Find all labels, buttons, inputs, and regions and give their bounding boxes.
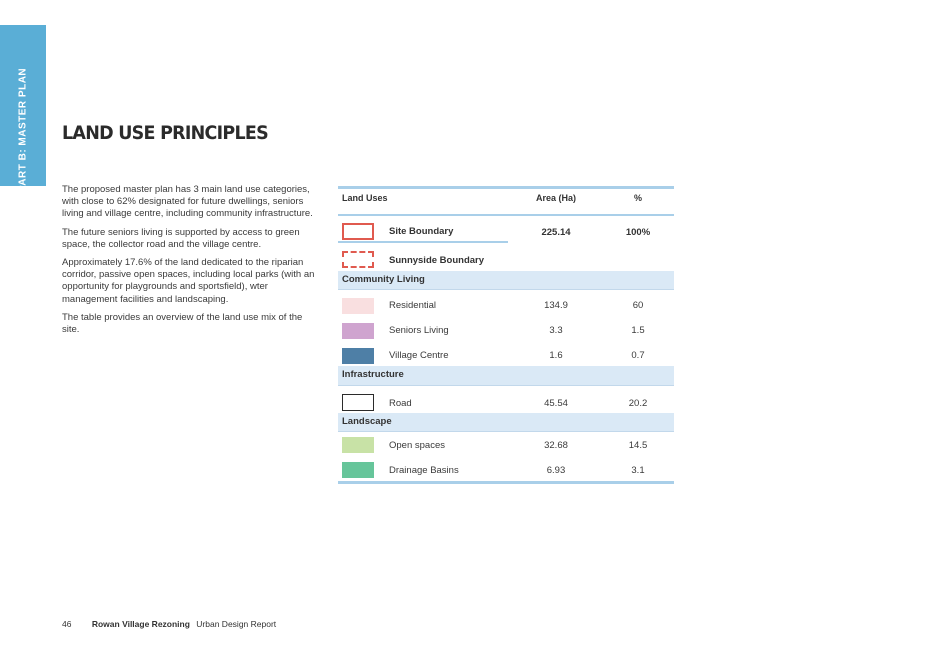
- row-label: Site Boundary: [389, 226, 454, 237]
- row-area: 225.14: [541, 227, 571, 238]
- intro-paragraph: The future seniors living is supported b…: [62, 226, 300, 250]
- row-area: 45.54: [544, 398, 568, 409]
- page-number: 46: [62, 619, 72, 629]
- row-label: Road: [389, 398, 412, 409]
- row-percent: 60: [632, 300, 644, 311]
- table-bottom-rule: [338, 481, 674, 484]
- intro-paragraph: The proposed master plan has 3 main land…: [62, 184, 313, 220]
- row-percent: 0.7: [631, 350, 645, 361]
- site-boundary-swatch: [342, 223, 374, 240]
- section-heading: Infrastructure: [342, 369, 404, 380]
- open-spaces-swatch: [342, 437, 374, 453]
- page-footer: 46 Rowan Village Rezoning Urban Design R…: [62, 619, 276, 629]
- footer-project: Rowan Village Rezoning: [91, 619, 190, 629]
- row-label: Open spaces: [389, 440, 445, 451]
- section-community-living: Community Living: [338, 271, 674, 290]
- row-label: Drainage Basins: [389, 465, 459, 476]
- header-percent: %: [633, 193, 642, 203]
- row-area: 1.6: [549, 350, 563, 361]
- row-area: 32.68: [544, 440, 568, 451]
- seniors-living-swatch: [342, 323, 374, 339]
- intro-text: The proposed master plan has 3 main land…: [62, 184, 317, 342]
- section-tab-label: PART B: MASTER PLAN: [17, 67, 29, 193]
- section-tab: PART B: MASTER PLAN: [0, 25, 46, 192]
- sunnyside-boundary-swatch: [342, 251, 374, 268]
- row-area: 6.93: [546, 465, 566, 476]
- header-land-uses: Land Uses: [342, 193, 388, 203]
- section-infrastructure: Infrastructure: [338, 366, 674, 386]
- land-use-table: Land Uses Area (Ha) % Site Boundary 225.…: [338, 186, 674, 484]
- section-heading: Landscape: [342, 416, 392, 427]
- row-area: 3.3: [549, 325, 563, 336]
- row-percent: 3.1: [631, 465, 645, 476]
- row-percent: 100%: [625, 227, 651, 238]
- intro-paragraph: The table provides an overview of the la…: [62, 311, 303, 336]
- row-label: Sunnyside Boundary: [389, 255, 485, 266]
- row-percent: 14.5: [628, 440, 648, 451]
- header-rule: [338, 214, 674, 216]
- intro-paragraph: Approximately 17.6% of the land dedicate…: [62, 257, 315, 305]
- village-centre-swatch: [342, 348, 374, 364]
- table-top-rule: [338, 186, 674, 189]
- footer-report: Urban Design Report: [196, 619, 277, 629]
- row-percent: 1.5: [631, 325, 645, 336]
- section-heading: Community Living: [342, 274, 425, 285]
- page-title: LAND USE PRINCIPLES: [62, 122, 269, 144]
- drainage-basins-swatch: [342, 462, 374, 478]
- row-label: Village Centre: [389, 350, 449, 361]
- row-label: Residential: [389, 300, 436, 311]
- road-swatch: [342, 394, 374, 411]
- row-label: Seniors Living: [389, 325, 449, 336]
- row-area: 134.9: [544, 300, 568, 311]
- row-percent: 20.2: [628, 398, 648, 409]
- residential-swatch: [342, 298, 374, 314]
- section-landscape: Landscape: [338, 413, 674, 432]
- site-boundary-rule: [338, 241, 508, 243]
- header-area: Area (Ha): [535, 193, 576, 203]
